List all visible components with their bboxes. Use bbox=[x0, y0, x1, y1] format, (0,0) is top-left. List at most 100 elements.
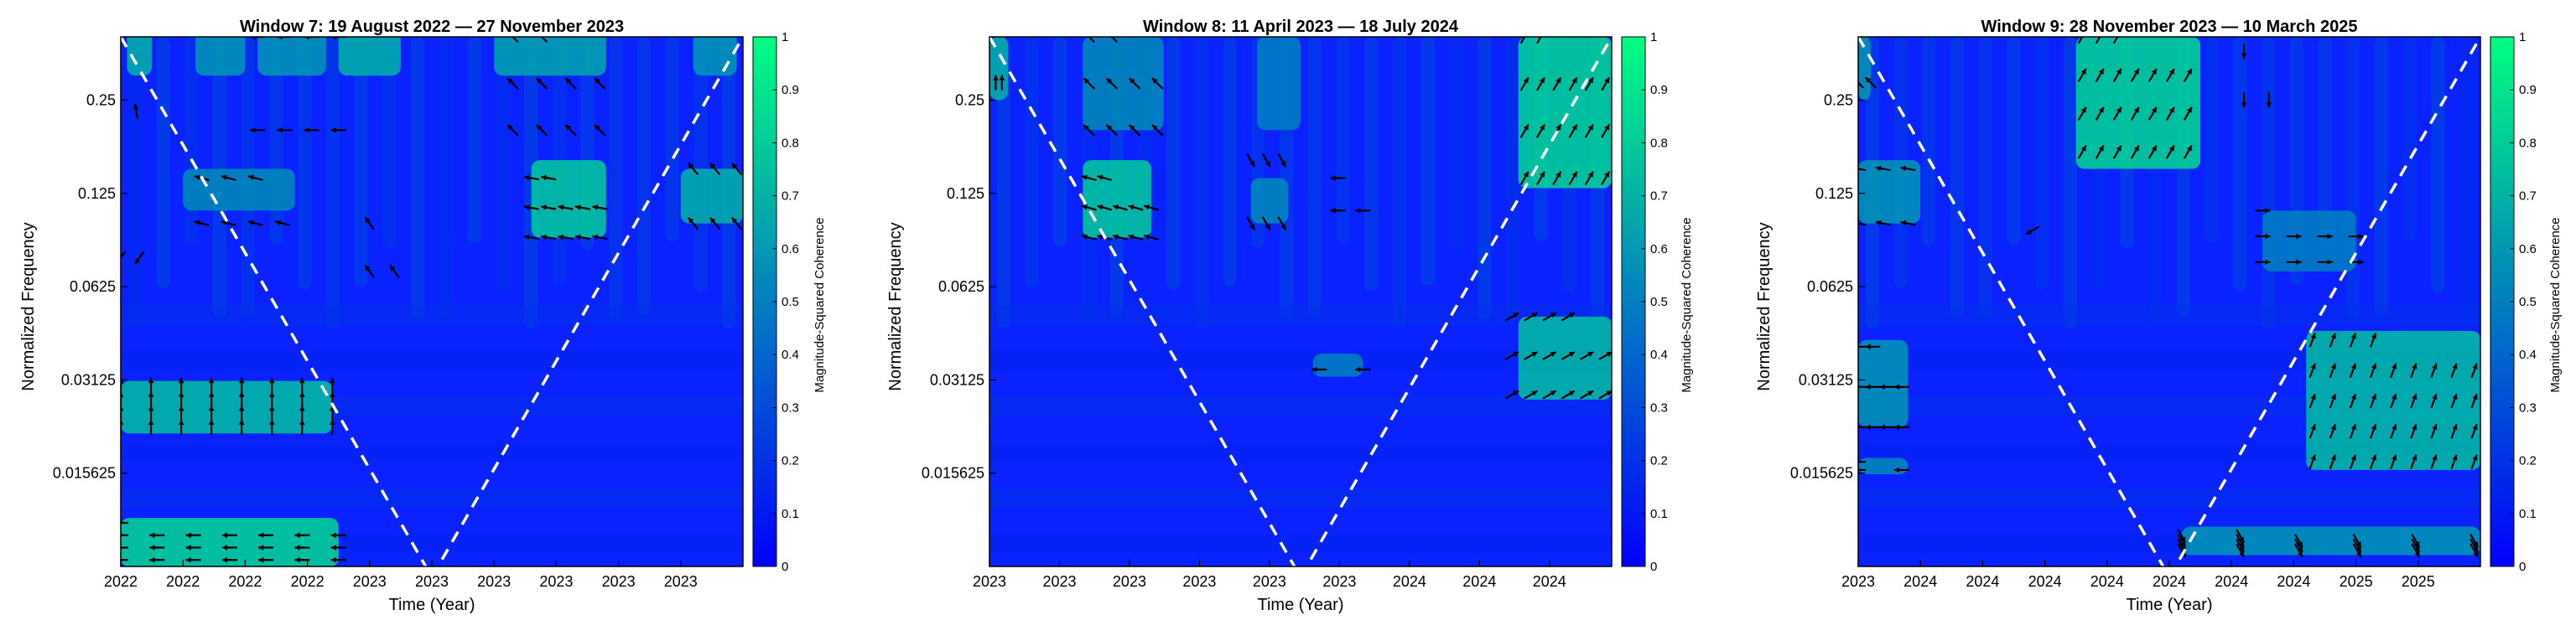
y-tick-label: 0.015625 bbox=[922, 465, 984, 482]
heatmap-body bbox=[989, 37, 1612, 566]
phase-arrow bbox=[1568, 124, 1578, 138]
heatmap-streak bbox=[1053, 37, 1067, 246]
phase-arrow bbox=[523, 174, 539, 181]
phase-arrow bbox=[2470, 454, 2478, 469]
heatmap-streak bbox=[1478, 37, 1492, 320]
phase-arrow bbox=[2112, 106, 2122, 121]
coherence-region bbox=[531, 160, 606, 238]
phase-arrow bbox=[208, 391, 215, 407]
phase-arrow-head bbox=[1571, 77, 1577, 84]
phase-arrow bbox=[1355, 366, 1371, 373]
phase-arrow bbox=[1277, 153, 1287, 168]
phase-arrow-head bbox=[558, 234, 564, 240]
heatmap-streak bbox=[2431, 37, 2445, 292]
y-tick-label: 0.125 bbox=[1815, 185, 1853, 202]
chart-title-1: Window 7: 19 August 2022 — 27 November 2… bbox=[240, 18, 624, 36]
phase-arrow-head bbox=[248, 220, 254, 226]
phase-arrow bbox=[1579, 351, 1594, 360]
colorbar-tick-label: 0.5 bbox=[2519, 295, 2537, 309]
phase-arrow-head bbox=[1523, 171, 1529, 178]
phase-arrow-head bbox=[1539, 77, 1545, 84]
phase-arrow-head bbox=[1568, 351, 1575, 357]
phase-arrow-head bbox=[523, 174, 530, 181]
phase-arrow bbox=[2410, 454, 2418, 469]
phase-arrow bbox=[564, 124, 577, 137]
phase-arrow bbox=[688, 162, 699, 176]
colorbar-tick-label: 0.7 bbox=[782, 189, 799, 204]
phase-arrow bbox=[2349, 333, 2357, 348]
heatmap-streak bbox=[1393, 37, 1407, 328]
x-tick-label: 2023 bbox=[664, 573, 698, 590]
chart-panel-1: Window 7: 19 August 2022 — 27 November 2… bbox=[19, 18, 827, 614]
colorbar-tick-label: 0.5 bbox=[1650, 295, 1668, 309]
phase-arrow bbox=[1081, 204, 1097, 211]
y-tick-label: 0.25 bbox=[86, 91, 116, 108]
phase-arrow-head bbox=[1851, 220, 1857, 226]
phase-arrow-head bbox=[2330, 394, 2336, 400]
phase-arrow bbox=[330, 532, 346, 539]
phase-arrow-head bbox=[592, 204, 599, 210]
heatmap-streak bbox=[354, 37, 368, 287]
phase-arrow bbox=[247, 174, 263, 181]
phase-arrow-head bbox=[365, 217, 371, 224]
phase-arrow bbox=[2309, 363, 2316, 379]
phase-arrow-shaft bbox=[511, 37, 519, 44]
phase-arrow bbox=[1535, 171, 1545, 185]
heatmap-streak bbox=[2459, 37, 2474, 328]
phase-arrow bbox=[2130, 106, 2140, 121]
heatmap-streak bbox=[1505, 37, 1519, 316]
phase-arrow-head bbox=[688, 217, 694, 224]
colorbar-tick-label: 0.7 bbox=[2519, 189, 2537, 204]
phase-arrow bbox=[1143, 204, 1159, 211]
phase-arrow bbox=[2352, 543, 2362, 558]
phase-arrow-head bbox=[1587, 171, 1593, 178]
phase-arrow-head bbox=[185, 545, 191, 551]
phase-arrow bbox=[2255, 207, 2271, 214]
heatmap-streak bbox=[2262, 37, 2276, 328]
phase-arrow bbox=[1893, 384, 1909, 390]
phase-arrow-head bbox=[2412, 394, 2418, 400]
coherence-region bbox=[121, 518, 339, 566]
phase-arrow-head bbox=[330, 532, 336, 539]
phase-arrow-head bbox=[1604, 171, 1610, 178]
phase-arrow bbox=[121, 406, 124, 421]
phase-arrow bbox=[2077, 68, 2087, 83]
phase-arrow bbox=[2241, 92, 2247, 108]
phase-arrow-head bbox=[993, 75, 999, 80]
phase-arrow-head bbox=[1606, 351, 1612, 357]
x-tick-label: 2023 bbox=[539, 573, 573, 590]
phase-arrow bbox=[1858, 426, 1866, 428]
phase-arrow-head bbox=[2412, 363, 2418, 370]
phase-arrow bbox=[2309, 424, 2316, 439]
phase-arrow bbox=[2430, 393, 2438, 409]
heatmap-streak bbox=[496, 37, 510, 292]
phase-arrow-head bbox=[2330, 363, 2336, 370]
phase-arrow-head bbox=[194, 174, 200, 181]
phase-arrow-head bbox=[2296, 259, 2302, 266]
phase-arrow-head bbox=[2310, 333, 2316, 339]
phase-arrow-head bbox=[2414, 546, 2420, 552]
x-tick-label: 2022 bbox=[166, 573, 200, 590]
phase-arrow bbox=[121, 419, 124, 435]
phase-arrow bbox=[238, 377, 245, 393]
phase-arrow-head bbox=[277, 37, 283, 40]
phase-arrow-head bbox=[594, 78, 600, 85]
phase-arrow-head bbox=[1113, 234, 1119, 240]
phase-arrow bbox=[535, 124, 548, 137]
phase-arrow bbox=[134, 251, 145, 265]
phase-arrow bbox=[250, 37, 266, 40]
phase-arrow bbox=[1598, 351, 1612, 360]
phase-arrow bbox=[1552, 76, 1562, 91]
phase-arrow-head bbox=[2432, 394, 2438, 400]
heatmap-streak bbox=[1336, 37, 1350, 243]
phase-arrow-head bbox=[2133, 69, 2139, 75]
phase-arrow bbox=[148, 406, 154, 421]
coherence-region bbox=[680, 168, 743, 224]
phase-arrow-shaft bbox=[1088, 37, 1095, 44]
x-tick-label: 2023 bbox=[973, 573, 1006, 590]
coherence-region bbox=[1858, 339, 1909, 427]
phase-arrow bbox=[1504, 351, 1519, 360]
y-tick-label: 0.03125 bbox=[61, 371, 116, 388]
coherence-region bbox=[989, 37, 1009, 101]
phase-arrow bbox=[194, 220, 210, 227]
